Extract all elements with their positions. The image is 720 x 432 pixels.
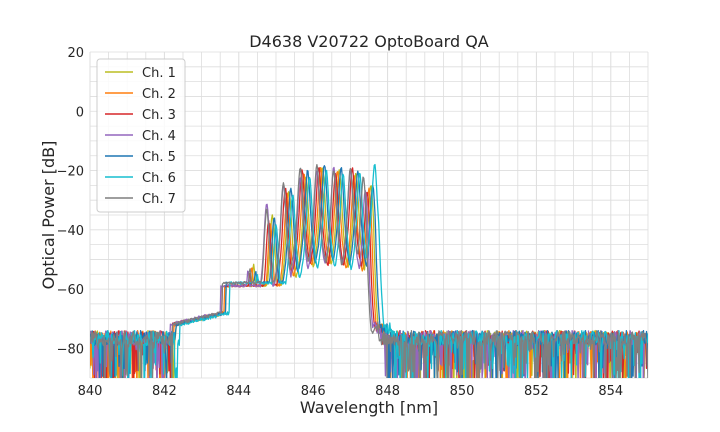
x-tick-label: 850 bbox=[450, 384, 475, 399]
y-tick-label: −80 bbox=[57, 342, 84, 357]
y-tick-label: 20 bbox=[67, 46, 84, 61]
x-axis-label: Wavelength [nm] bbox=[300, 398, 438, 417]
x-tick-label: 848 bbox=[375, 384, 400, 399]
legend-label: Ch. 2 bbox=[142, 87, 176, 102]
legend-label: Ch. 5 bbox=[142, 150, 176, 165]
y-tick-label: −40 bbox=[57, 224, 84, 239]
y-tick-label: −20 bbox=[57, 165, 84, 180]
series-line-ch7 bbox=[90, 164, 648, 378]
legend-label: Ch. 7 bbox=[142, 192, 176, 207]
x-tick-label: 840 bbox=[78, 384, 103, 399]
x-tick-label: 844 bbox=[226, 384, 251, 399]
x-tick-label: 852 bbox=[524, 384, 549, 399]
legend: Ch. 1 Ch. 2 Ch. 3 Ch. 4 Ch. 5 Ch. 6 Ch. 7 bbox=[96, 58, 186, 213]
y-tick-label: −60 bbox=[57, 283, 84, 298]
x-tick-label: 842 bbox=[152, 384, 177, 399]
legend-box bbox=[96, 58, 186, 213]
x-tick-label: 846 bbox=[301, 384, 326, 399]
series-layer bbox=[90, 163, 648, 378]
legend-label: Ch. 4 bbox=[142, 129, 176, 144]
legend-label: Ch. 1 bbox=[142, 66, 176, 81]
x-tick-label: 854 bbox=[598, 384, 623, 399]
y-axis-label: Optical Power [dB] bbox=[39, 141, 58, 290]
tick-labels: 840 842 844 846 848 850 852 854 20 0 −20 −40 −60 −80 bbox=[57, 46, 624, 399]
y-tick-label: 0 bbox=[76, 105, 84, 120]
legend-label: Ch. 3 bbox=[142, 108, 176, 123]
legend-label: Ch. 6 bbox=[142, 171, 176, 186]
chart-title: D4638 V20722 OptoBoard QA bbox=[249, 32, 489, 51]
